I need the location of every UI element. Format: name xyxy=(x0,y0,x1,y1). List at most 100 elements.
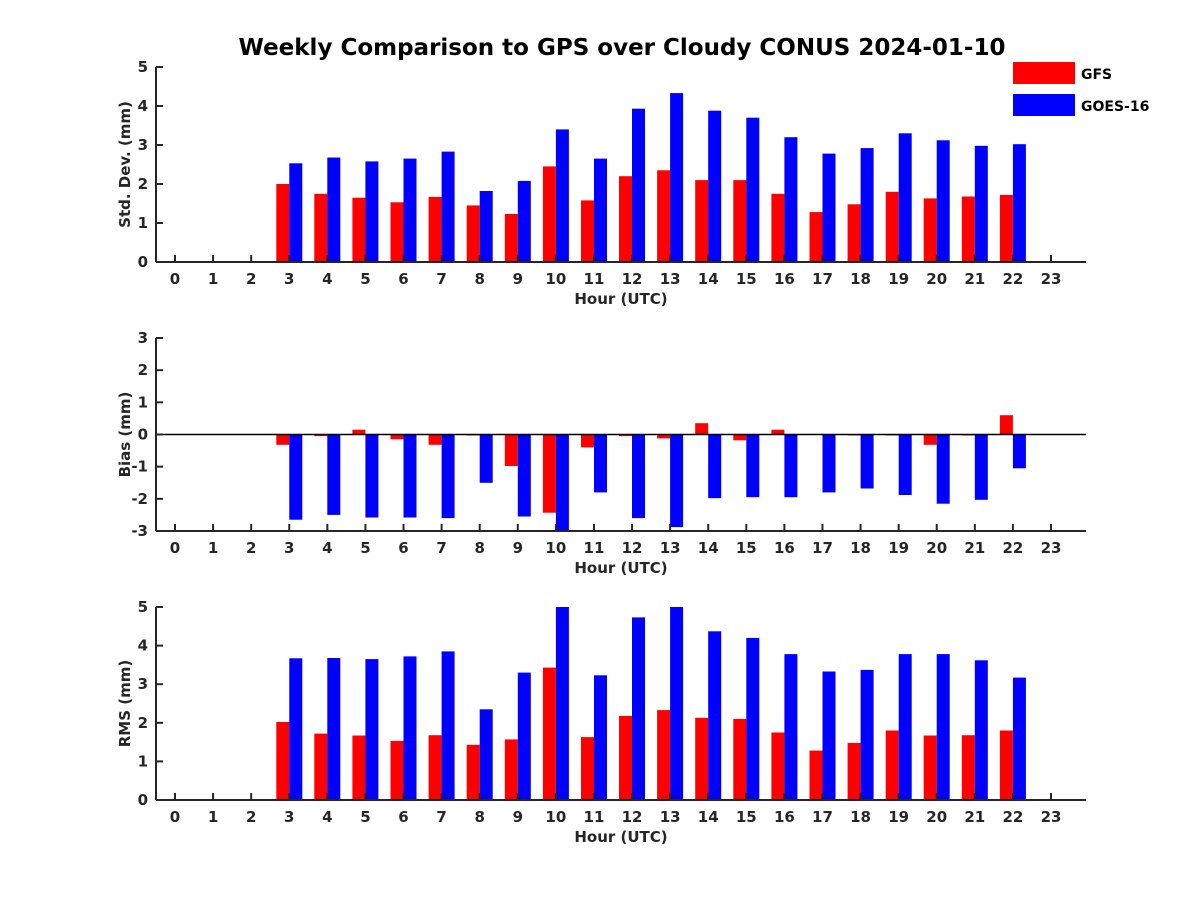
x-tick-label: 1 xyxy=(208,808,218,826)
bar-goes16-hour-14 xyxy=(708,631,722,800)
bar-gfs-hour-20 xyxy=(923,434,937,445)
x-tick-label: 4 xyxy=(322,808,332,826)
x-tick-label: 13 xyxy=(660,539,681,557)
bar-goes16-hour-13 xyxy=(670,93,684,262)
bar-goes16-hour-15 xyxy=(746,637,760,800)
series-gfs xyxy=(276,415,1013,513)
bar-gfs-hour-6 xyxy=(390,434,404,440)
bar-goes16-hour-16 xyxy=(784,434,798,498)
bar-gfs-hour-11 xyxy=(581,434,594,448)
bar-goes16-hour-20 xyxy=(936,140,950,262)
x-axis-label: Hour (UTC) xyxy=(574,828,667,846)
bar-goes16-hour-3 xyxy=(289,434,303,520)
bar-gfs-hour-9 xyxy=(504,739,518,800)
legend-swatch-gfs xyxy=(1013,62,1075,84)
bar-goes16-hour-18 xyxy=(860,434,874,489)
x-tick-label: 11 xyxy=(584,808,605,826)
x-tick-label: 15 xyxy=(736,539,757,557)
chart-title: Weekly Comparison to GPS over Cloudy CON… xyxy=(239,35,1006,61)
bar-goes16-hour-21 xyxy=(974,145,988,262)
bar-gfs-hour-10 xyxy=(542,166,556,262)
bar-goes16-hour-4 xyxy=(327,658,341,800)
bar-gfs-hour-4 xyxy=(314,193,328,263)
y-tick-label: -3 xyxy=(131,522,148,540)
y-tick-label: 4 xyxy=(138,637,148,655)
bar-gfs-hour-3 xyxy=(276,434,290,445)
bar-gfs-hour-22 xyxy=(999,415,1013,435)
legend-label-gfs: GFS xyxy=(1081,67,1112,83)
x-tick-label: 17 xyxy=(812,539,833,557)
y-tick-label: 3 xyxy=(138,675,148,693)
bar-goes16-hour-5 xyxy=(365,659,379,800)
y-axis-label: Std. Dev. (mm) xyxy=(116,101,134,228)
x-tick-label: 7 xyxy=(436,270,446,288)
bar-gfs-hour-8 xyxy=(466,744,480,800)
bar-gfs-hour-17 xyxy=(809,212,823,262)
y-tick-label: 0 xyxy=(138,253,148,271)
bar-goes16-hour-3 xyxy=(289,163,303,262)
bar-goes16-hour-22 xyxy=(1012,677,1026,800)
x-tick-label: 22 xyxy=(1002,539,1023,557)
y-tick-label: 1 xyxy=(138,393,148,411)
x-tick-label: 20 xyxy=(926,808,947,826)
x-tick-label: 15 xyxy=(736,270,757,288)
x-tick-label: 17 xyxy=(812,808,833,826)
bar-goes16-hour-18 xyxy=(860,669,874,800)
x-tick-label: 22 xyxy=(1002,270,1023,288)
bar-gfs-hour-13 xyxy=(657,434,671,439)
x-tick-label: 1 xyxy=(208,270,218,288)
series-goes16 xyxy=(289,607,1026,800)
y-axis-label: RMS (mm) xyxy=(116,660,134,747)
bar-gfs-hour-5 xyxy=(352,735,366,800)
bar-gfs-hour-3 xyxy=(276,722,290,800)
bar-goes16-hour-9 xyxy=(517,180,531,262)
bar-goes16-hour-3 xyxy=(289,658,303,800)
bar-gfs-hour-9 xyxy=(504,214,518,262)
bar-gfs-hour-19 xyxy=(885,191,899,262)
x-tick-label: 19 xyxy=(888,270,909,288)
bar-gfs-hour-8 xyxy=(466,205,480,262)
bar-goes16-hour-7 xyxy=(441,651,455,800)
x-tick-label: 10 xyxy=(545,270,566,288)
bar-goes16-hour-10 xyxy=(555,129,569,262)
x-tick-label: 7 xyxy=(436,539,446,557)
bar-gfs-hour-16 xyxy=(771,732,785,800)
x-tick-label: 14 xyxy=(698,808,719,826)
bar-goes16-hour-10 xyxy=(555,434,569,531)
x-tick-label: 1 xyxy=(208,539,218,557)
y-tick-label: 5 xyxy=(138,598,148,616)
bar-goes16-hour-20 xyxy=(936,434,950,504)
y-tick-label: 2 xyxy=(138,361,148,379)
bar-gfs-hour-5 xyxy=(352,197,366,262)
x-tick-label: 2 xyxy=(246,808,256,826)
bar-goes16-hour-5 xyxy=(365,161,379,262)
y-tick-label: 3 xyxy=(138,136,148,154)
bar-goes16-hour-13 xyxy=(670,434,684,528)
x-tick-label: 23 xyxy=(1041,539,1062,557)
bar-goes16-hour-6 xyxy=(403,158,417,262)
bar-goes16-hour-22 xyxy=(1012,144,1026,262)
bar-goes16-hour-12 xyxy=(632,108,645,262)
x-tick-label: 21 xyxy=(964,808,985,826)
bar-goes16-hour-17 xyxy=(822,671,836,800)
bar-goes16-hour-17 xyxy=(822,434,836,493)
y-tick-label: 1 xyxy=(138,752,148,770)
x-tick-label: 9 xyxy=(513,270,523,288)
bar-gfs-hour-12 xyxy=(619,715,632,800)
x-tick-label: 0 xyxy=(170,270,180,288)
bar-gfs-hour-13 xyxy=(657,710,671,800)
bar-gfs-hour-7 xyxy=(428,196,442,262)
bar-gfs-hour-7 xyxy=(428,735,442,800)
x-axis-label: Hour (UTC) xyxy=(574,559,667,577)
bar-gfs-hour-21 xyxy=(961,196,975,262)
bar-gfs-hour-4 xyxy=(314,434,328,437)
bar-gfs-hour-9 xyxy=(504,434,518,466)
x-tick-label: 11 xyxy=(584,539,605,557)
bar-goes16-hour-8 xyxy=(479,191,493,262)
x-tick-label: 10 xyxy=(545,808,566,826)
x-tick-label: 14 xyxy=(698,270,719,288)
series-gfs xyxy=(276,166,1013,263)
bar-goes16-hour-11 xyxy=(594,675,607,800)
